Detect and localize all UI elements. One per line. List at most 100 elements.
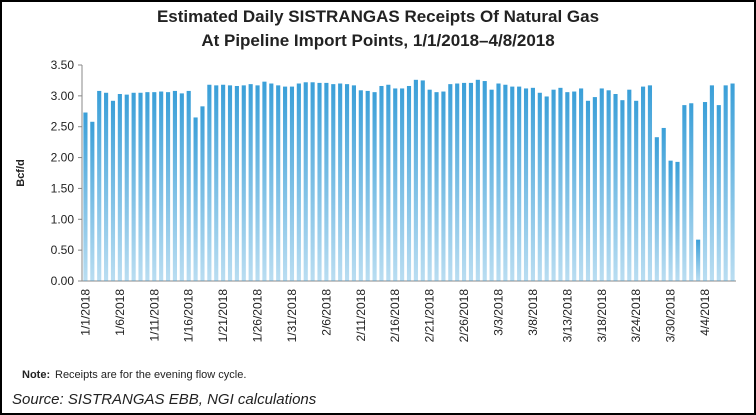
bar (482, 81, 487, 281)
bar (358, 90, 363, 281)
bar (262, 81, 267, 281)
note: Receipts are for the evening flow cycle. (55, 369, 246, 381)
bar (537, 92, 542, 282)
bar (723, 85, 728, 281)
bar (104, 92, 109, 282)
y-tick-label: 2.00 (51, 151, 75, 165)
bar (640, 86, 646, 281)
bar (462, 82, 467, 281)
x-tick-label: 1/6/2018 (113, 289, 127, 336)
bar (413, 79, 418, 281)
x-tick-label: 4/4/2018 (698, 289, 712, 336)
bar (406, 85, 412, 282)
source: Source: SISTRANGAS EBB, NGI calculations (12, 391, 317, 408)
bar (420, 80, 425, 281)
bar (172, 90, 178, 281)
y-tick-label: 1.00 (51, 212, 75, 226)
bar (675, 161, 680, 281)
bar (365, 90, 370, 281)
bar (441, 91, 446, 281)
x-tick-label: 2/16/2018 (388, 289, 402, 343)
bar (393, 88, 398, 281)
bar (702, 102, 708, 282)
bar (234, 85, 239, 282)
x-tick-label: 2/11/2018 (354, 289, 368, 342)
bar (503, 84, 508, 282)
bar (227, 85, 233, 281)
bar (468, 82, 474, 281)
bar (668, 160, 673, 281)
chart-title: At Pipeline Import Points, 1/1/2018–4/8/… (201, 31, 554, 50)
bar (496, 83, 501, 281)
x-tick-label: 3/8/2018 (526, 289, 540, 336)
bar (475, 79, 480, 281)
bar (207, 84, 212, 282)
y-tick-label: 0.00 (51, 274, 75, 288)
bar (351, 85, 356, 281)
bar (303, 82, 308, 281)
bar (530, 87, 535, 281)
x-tick-label: 1/21/2018 (216, 289, 230, 343)
bar (124, 94, 129, 281)
bar (572, 91, 577, 281)
x-tick-label: 1/16/2018 (182, 289, 196, 343)
y-tick-label: 3.50 (51, 58, 75, 72)
bar (427, 89, 432, 281)
bar (97, 90, 102, 281)
bar (400, 88, 405, 281)
chart-title: Estimated Daily SISTRANGAS Receipts Of N… (157, 7, 599, 26)
y-axis-label: Bcf/d (15, 159, 27, 187)
bar (241, 85, 246, 281)
x-tick-label: 2/21/2018 (423, 289, 437, 343)
bar (338, 83, 343, 281)
bar (83, 112, 88, 282)
bar (606, 90, 611, 281)
x-tick-label: 3/3/2018 (491, 289, 505, 336)
bar (90, 121, 95, 281)
bar (372, 92, 377, 281)
bar (647, 85, 653, 281)
bar (379, 85, 384, 282)
x-tick-label: 1/26/2018 (251, 289, 265, 343)
x-tick-label: 3/18/2018 (595, 289, 609, 343)
bar (310, 82, 315, 281)
bar (696, 239, 701, 281)
bar (193, 117, 198, 281)
bar (634, 100, 639, 282)
x-tick-label: 3/13/2018 (560, 289, 574, 343)
bar (434, 92, 439, 281)
x-tick-label: 3/30/2018 (664, 289, 678, 343)
bar (510, 86, 515, 281)
bar (592, 97, 597, 281)
bar (110, 100, 116, 282)
y-tick-label: 1.50 (51, 181, 75, 195)
bar (131, 92, 136, 282)
x-tick-label: 3/24/2018 (629, 289, 643, 343)
bar (455, 83, 460, 281)
bar (558, 87, 563, 281)
bar (221, 84, 226, 282)
bar (709, 85, 714, 281)
bar (289, 86, 295, 281)
bar (159, 91, 164, 281)
bar (613, 94, 618, 282)
bar (145, 92, 150, 281)
x-tick-label: 1/1/2018 (78, 289, 92, 336)
bar (331, 84, 336, 281)
bar (730, 83, 735, 281)
bar (344, 84, 350, 281)
bar (117, 94, 122, 282)
bar (627, 89, 632, 281)
bar (448, 84, 453, 281)
bar (585, 100, 591, 282)
bar (276, 85, 281, 281)
bar (544, 96, 549, 281)
bar (138, 92, 143, 282)
bar (599, 88, 604, 281)
bar (565, 92, 570, 281)
y-tick-label: 3.00 (51, 89, 75, 103)
bar (579, 88, 584, 281)
x-tick-label: 2/6/2018 (319, 289, 333, 336)
bar (186, 90, 191, 281)
